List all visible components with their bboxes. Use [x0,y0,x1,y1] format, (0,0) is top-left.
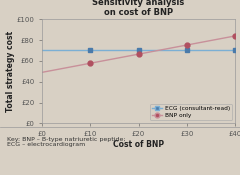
Text: Key: BNP – B-type natriuretic peptide;
ECG – electrocardiogram: Key: BNP – B-type natriuretic peptide; E… [7,136,126,147]
X-axis label: Cost of BNP: Cost of BNP [113,140,164,149]
Legend: ECG (consultant-read), BNP only: ECG (consultant-read), BNP only [150,104,232,120]
Y-axis label: Total strategy cost: Total strategy cost [6,31,15,112]
Title: Sensitivity analysis
on cost of BNP: Sensitivity analysis on cost of BNP [92,0,185,17]
